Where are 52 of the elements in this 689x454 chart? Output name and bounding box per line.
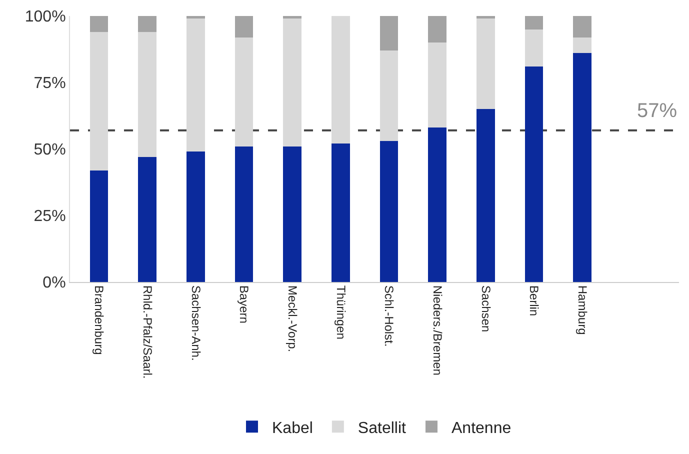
bar xyxy=(186,152,205,282)
ref-line-label: 57% xyxy=(637,100,678,122)
x-tick-label: Bayern xyxy=(237,285,252,324)
bar xyxy=(573,53,592,282)
x-tick-label: Brandenburg xyxy=(92,285,106,355)
y-tick-label: 100% xyxy=(24,8,66,26)
bar xyxy=(331,16,350,144)
y-tick-label: 25% xyxy=(34,208,66,226)
bar xyxy=(138,156,157,282)
bar xyxy=(476,109,495,282)
bar xyxy=(524,29,544,67)
x-tick-label: Nieders./Bremen xyxy=(430,285,444,376)
bar xyxy=(380,141,398,282)
bar xyxy=(428,128,447,282)
bar xyxy=(283,18,302,146)
bar xyxy=(573,16,592,38)
bar xyxy=(90,16,108,32)
bar xyxy=(234,16,254,38)
bar xyxy=(283,146,302,282)
x-tick-label: Rhld.-Pfalz/Saarl. xyxy=(140,285,154,379)
legend-label: Kabel xyxy=(272,420,313,437)
x-tick-label: Meckl.-Vorp. xyxy=(285,285,300,352)
x-tick-label: Sachsen-Anh. xyxy=(188,285,203,361)
x-tick-label: Schl.-Holst. xyxy=(382,285,396,347)
y-tick-label: 0% xyxy=(42,274,66,292)
legend-label: Satellit xyxy=(358,420,406,437)
bar xyxy=(283,16,302,19)
y-tick-label: 50% xyxy=(34,142,66,159)
bar xyxy=(90,32,108,170)
bar xyxy=(186,16,205,19)
x-tick-label: Hamburg xyxy=(575,285,590,335)
x-tick-label: Thüringen xyxy=(334,285,348,340)
bar xyxy=(138,16,157,32)
bar xyxy=(524,16,544,30)
bar xyxy=(380,16,398,51)
bar xyxy=(573,37,592,54)
x-tick-label: Sachsen xyxy=(478,285,493,332)
bar xyxy=(428,42,447,128)
legend-label: Antenne xyxy=(452,420,512,437)
bar xyxy=(186,18,205,152)
x-tick-label: Berlin xyxy=(527,285,542,316)
bar xyxy=(138,32,157,157)
bar xyxy=(90,170,108,282)
bar xyxy=(476,16,495,19)
bar xyxy=(524,66,544,282)
bar xyxy=(428,16,447,43)
bar xyxy=(234,37,254,146)
bar xyxy=(476,18,495,110)
bar xyxy=(380,50,398,142)
y-tick-label: 75% xyxy=(34,75,66,92)
bar xyxy=(234,146,254,282)
bar xyxy=(331,144,350,282)
